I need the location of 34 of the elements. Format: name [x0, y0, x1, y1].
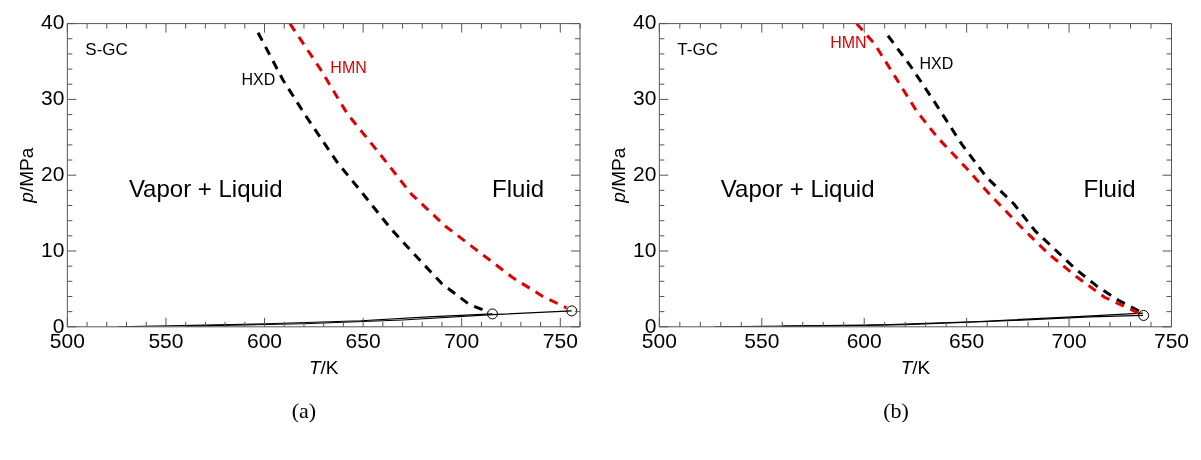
x-tick-label: 550 [744, 329, 780, 353]
y-tick-label: 40 [633, 10, 657, 34]
x-tick-label: 600 [247, 329, 283, 353]
y-axis-title: p/MPa [15, 147, 37, 204]
x-tick-label: 600 [846, 329, 882, 353]
annotation: Vapor + Liquid [720, 174, 875, 202]
y-tick-label: 30 [633, 86, 657, 110]
y-tick-label: 10 [41, 237, 65, 261]
annotation: Vapor + Liquid [128, 174, 283, 202]
x-axis-title: T/K [308, 357, 339, 379]
x-tick-label: 750 [542, 329, 578, 353]
series-label: HMN [330, 59, 367, 77]
x-tick-label: 750 [1153, 329, 1189, 353]
series-label: HXD [919, 54, 954, 72]
annotation: Fluid [492, 174, 545, 202]
x-tick-label: 650 [345, 329, 381, 353]
y-tick-label: 30 [41, 86, 65, 110]
text: (a) [291, 398, 317, 424]
annotation: T-GC [677, 39, 718, 59]
y-axis-title: p/MPa [607, 147, 629, 204]
annotation: Fluid [1083, 174, 1136, 202]
y-tick-label: 20 [41, 162, 65, 185]
x-tick-label: 700 [1051, 329, 1087, 353]
text: (b) [883, 398, 909, 424]
series-label: HMN [830, 34, 867, 52]
x-tick-label: 650 [949, 329, 985, 353]
x-axis-title: T/K [900, 357, 931, 379]
x-tick-label: 550 [148, 329, 184, 353]
y-tick-label: 10 [633, 237, 657, 261]
series-label: HXD [241, 70, 276, 88]
y-tick-label: 40 [41, 10, 65, 34]
x-tick-label: 700 [444, 329, 480, 353]
annotation: S-GC [85, 39, 128, 59]
y-tick-label: 20 [633, 162, 657, 185]
